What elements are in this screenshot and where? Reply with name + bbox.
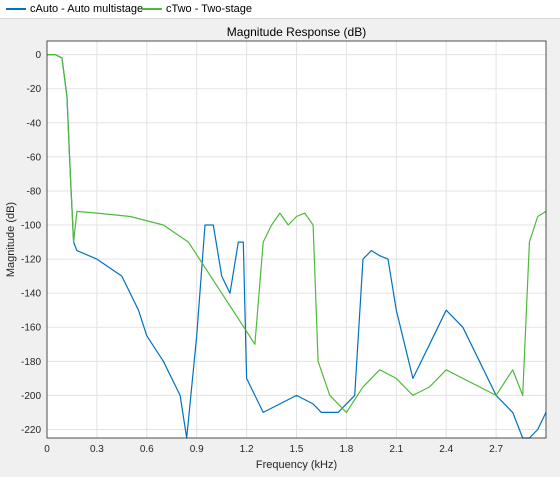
y-axis-label: Magnitude (dB) (5, 202, 17, 277)
x-axis-label: Frequency (kHz) (256, 459, 337, 471)
y-tick-label: -80 (27, 186, 42, 197)
legend-bar: cAuto - Auto multistage cTwo - Two-stage (0, 0, 560, 19)
y-tick-label: -120 (21, 255, 41, 266)
legend-label-cauto: cAuto - Auto multistage (30, 3, 144, 15)
y-tick-label: -220 (21, 425, 41, 436)
legend-swatch-ctwo (142, 8, 162, 10)
x-tick-label: 0.9 (190, 444, 204, 455)
chart-title: Magnitude Response (dB) (227, 25, 366, 39)
x-tick-label: 1.5 (290, 444, 304, 455)
x-tick-label: 2.7 (489, 444, 503, 455)
x-tick-label: 0.6 (140, 444, 154, 455)
y-tick-label: -140 (21, 289, 41, 300)
x-tick-label: 1.2 (240, 444, 254, 455)
legend-item-ctwo[interactable]: cTwo - Two-stage (142, 0, 252, 18)
x-tick-label: 0 (44, 444, 50, 455)
y-tick-label: -180 (21, 357, 41, 368)
legend-swatch-cauto (6, 8, 26, 10)
x-tick-label: 2.1 (389, 444, 403, 455)
y-tick-label: -40 (27, 118, 42, 129)
y-tick-label: -20 (27, 84, 42, 95)
chart: 0 0.3 0.6 0.9 1.2 1.5 1.8 2.1 2.4 2.7 0 -20 -40 -60 -8… (5, 25, 547, 471)
legend-item-cauto[interactable]: cAuto - Auto multistage (6, 0, 143, 18)
y-tick-label: -160 (21, 323, 41, 334)
plot-border (46, 40, 547, 439)
series-line-cauto (47, 54, 547, 439)
y-tick-label: 0 (35, 50, 41, 61)
x-tick-label: 2.4 (439, 444, 453, 455)
legend-label-ctwo: cTwo - Two-stage (166, 3, 252, 15)
y-tick-label: -100 (21, 221, 41, 232)
series-line-ctwo (47, 54, 547, 413)
y-tick-label: -60 (27, 152, 42, 163)
x-tick-label: 1.8 (339, 444, 353, 455)
figure-area: 0 0.3 0.6 0.9 1.2 1.5 1.8 2.1 2.4 2.7 0 -20 -40 -60 -8… (0, 19, 560, 477)
x-tick-label: 0.3 (90, 444, 104, 455)
y-tick-label: -200 (21, 391, 41, 402)
